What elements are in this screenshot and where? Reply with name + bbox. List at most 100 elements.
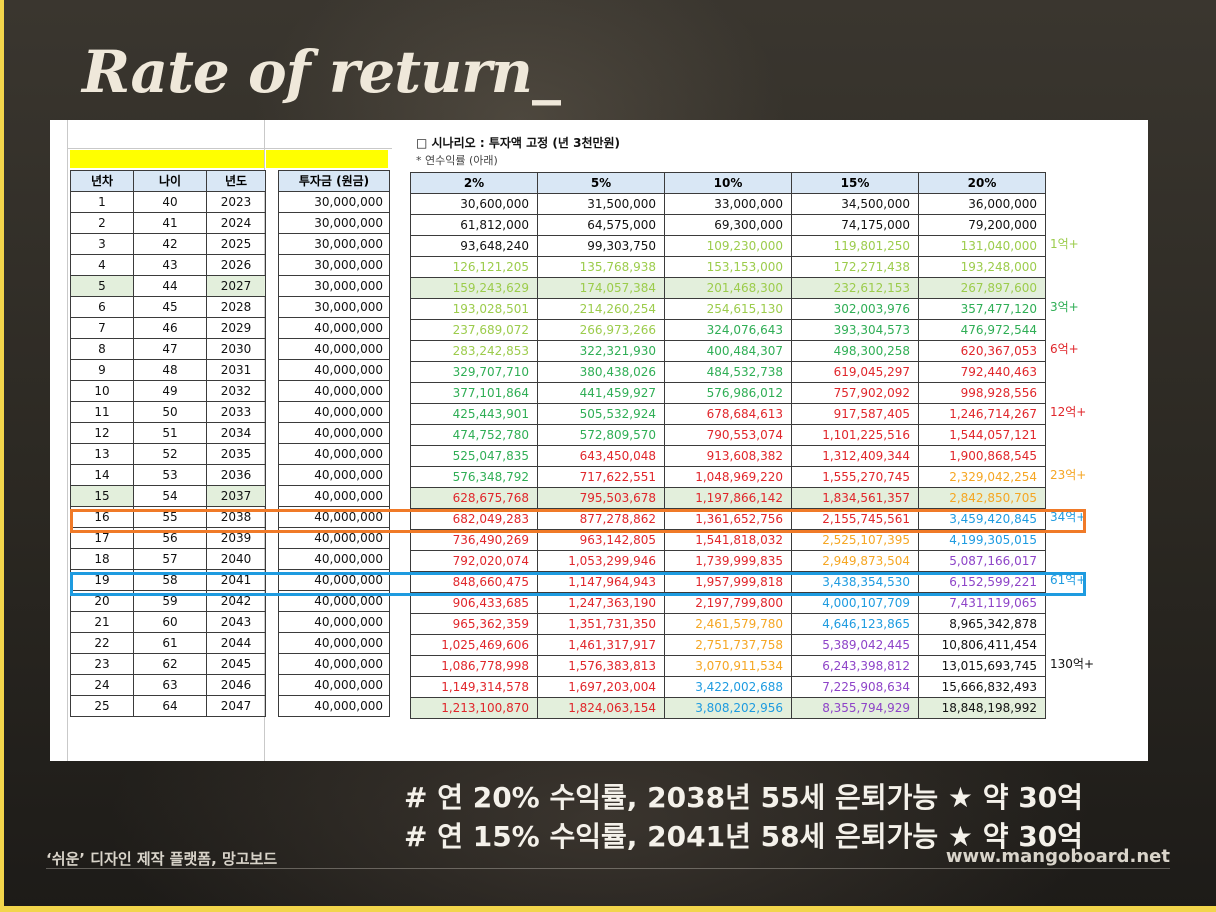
table-cell: 14 bbox=[70, 464, 134, 486]
table-cell: 21 bbox=[70, 611, 134, 633]
table-cell: 131,040,000 bbox=[918, 235, 1046, 257]
table-cell: 620,367,053 bbox=[918, 340, 1046, 362]
milestone-marker: 12억+ bbox=[1050, 405, 1087, 419]
footer-url[interactable]: www.mangoboard.net bbox=[945, 846, 1170, 867]
highlight-bar bbox=[266, 150, 388, 168]
table-row: 23 62 2045 40,000,000 bbox=[70, 653, 390, 675]
table-cell: 1,461,317,917 bbox=[537, 634, 665, 656]
table-row: 7 46 2029 40,000,000 bbox=[70, 317, 390, 339]
table-cell: 5,087,166,017 bbox=[918, 550, 1046, 572]
column-gap bbox=[265, 296, 279, 318]
table-cell: 232,612,153 bbox=[791, 277, 919, 299]
table-cell: 30,000,000 bbox=[278, 212, 390, 234]
table-cell: 64 bbox=[133, 695, 207, 717]
table-cell: 525,047,835 bbox=[410, 445, 538, 467]
table-cell: 13 bbox=[70, 443, 134, 465]
table-cell: 214,260,254 bbox=[537, 298, 665, 320]
highlight-box-2038 bbox=[70, 509, 1086, 533]
column-gap bbox=[265, 254, 279, 276]
table-row: 1 40 2023 30,000,000 bbox=[70, 191, 390, 213]
page-title: Rate of return_ bbox=[82, 38, 561, 106]
table-cell: 30,000,000 bbox=[278, 275, 390, 297]
accent-strip-left bbox=[0, 0, 4, 912]
table-row: 14 53 2036 40,000,000 bbox=[70, 464, 390, 486]
table-row: 1,086,778,998 1,576,383,813 3,070,911,534 6… bbox=[410, 655, 1046, 677]
table-cell: 61,812,000 bbox=[410, 214, 538, 236]
table-cell: 44 bbox=[133, 275, 207, 297]
table-cell: 393,304,573 bbox=[791, 319, 919, 341]
footer-divider bbox=[46, 868, 1170, 869]
table-cell: 2034 bbox=[206, 422, 266, 444]
table-row: 4 43 2026 30,000,000 bbox=[70, 254, 390, 276]
table-cell: 1,697,203,004 bbox=[537, 676, 665, 698]
table-cell: 302,003,976 bbox=[791, 298, 919, 320]
table-cell: 41 bbox=[133, 212, 207, 234]
column-gap bbox=[265, 233, 279, 255]
scenario-heading: □ 시나리오 : 투자액 고정 (년 3천만원) bbox=[416, 136, 621, 150]
table-row: 377,101,864 441,459,927 576,986,012 757,902… bbox=[410, 382, 1046, 404]
table-cell: 474,752,780 bbox=[410, 424, 538, 446]
table-cell: 1,246,714,267 bbox=[918, 403, 1046, 425]
table-cell: 33,000,000 bbox=[664, 193, 792, 215]
table-row: 792,020,074 1,053,299,946 1,739,999,835 2,9… bbox=[410, 550, 1046, 572]
table-row: 5 44 2027 30,000,000 bbox=[70, 275, 390, 297]
rate-header: 2% bbox=[410, 172, 538, 194]
table-cell: 2,461,579,780 bbox=[664, 613, 792, 635]
table-row: 159,243,629 174,057,384 201,468,300 232,612… bbox=[410, 277, 1046, 299]
table-cell: 79,200,000 bbox=[918, 214, 1046, 236]
column-gap bbox=[265, 443, 279, 465]
table-cell: 2032 bbox=[206, 380, 266, 402]
table-cell: 795,503,678 bbox=[537, 487, 665, 509]
table-cell: 8 bbox=[70, 338, 134, 360]
table-cell: 40,000,000 bbox=[278, 464, 390, 486]
table-cell: 1,213,100,870 bbox=[410, 697, 538, 719]
table-cell: 790,553,074 bbox=[664, 424, 792, 446]
table-row: 965,362,359 1,351,731,350 2,461,579,780 4,6… bbox=[410, 613, 1046, 635]
column-gap bbox=[265, 653, 279, 675]
table-cell: 2,751,737,758 bbox=[664, 634, 792, 656]
table-cell: 2035 bbox=[206, 443, 266, 465]
table-cell: 877,278,862 bbox=[537, 508, 665, 530]
table-cell: 10,806,411,454 bbox=[918, 634, 1046, 656]
table-cell: 2025 bbox=[206, 233, 266, 255]
table-cell: 64,575,000 bbox=[537, 214, 665, 236]
table-cell: 13,015,693,745 bbox=[918, 655, 1046, 677]
column-gap bbox=[265, 317, 279, 339]
table-cell: 2033 bbox=[206, 401, 266, 423]
table-cell: 7 bbox=[70, 317, 134, 339]
column-gap bbox=[265, 422, 279, 444]
column-gap bbox=[265, 359, 279, 381]
milestone-marker: 34억+ bbox=[1050, 510, 1087, 524]
table-row: 576,348,792 717,622,551 1,048,969,220 1,555… bbox=[410, 466, 1046, 488]
column-gap bbox=[265, 212, 279, 234]
column-gap bbox=[265, 485, 279, 507]
table-cell: 377,101,864 bbox=[410, 382, 538, 404]
column-gap bbox=[265, 401, 279, 423]
table-cell: 425,443,901 bbox=[410, 403, 538, 425]
table-cell: 174,057,384 bbox=[537, 277, 665, 299]
table-cell: 40,000,000 bbox=[278, 653, 390, 675]
table-cell: 40,000,000 bbox=[278, 317, 390, 339]
table-row: 525,047,835 643,450,048 913,608,382 1,312,4… bbox=[410, 445, 1046, 467]
table-cell: 576,986,012 bbox=[664, 382, 792, 404]
table-cell: 6,243,398,812 bbox=[791, 655, 919, 677]
table-cell: 2030 bbox=[206, 338, 266, 360]
table-cell: 54 bbox=[133, 485, 207, 507]
column-gap bbox=[265, 380, 279, 402]
milestone-marker: 1억+ bbox=[1050, 237, 1079, 251]
table-cell: 172,271,438 bbox=[791, 256, 919, 278]
table-row: 1,025,469,606 1,461,317,917 2,751,737,758 5… bbox=[410, 634, 1046, 656]
table-row: 2 41 2024 30,000,000 bbox=[70, 212, 390, 234]
table-cell: 193,028,501 bbox=[410, 298, 538, 320]
table-cell: 913,608,382 bbox=[664, 445, 792, 467]
header-year: 년도 bbox=[206, 170, 266, 192]
milestone-marker: 3억+ bbox=[1050, 300, 1079, 314]
table-cell: 3,422,002,688 bbox=[664, 676, 792, 698]
table-row: 425,443,901 505,532,924 678,684,613 917,587… bbox=[410, 403, 1046, 425]
table-cell: 484,532,738 bbox=[664, 361, 792, 383]
table-cell: 40,000,000 bbox=[278, 485, 390, 507]
table-cell: 42 bbox=[133, 233, 207, 255]
table-row: 24 63 2046 40,000,000 bbox=[70, 674, 390, 696]
note-20-percent: # 연 20% 수익률, 2038년 55세 은퇴가능 ★ 약 30억 bbox=[404, 781, 1083, 814]
table-row: 329,707,710 380,438,026 484,532,738 619,045… bbox=[410, 361, 1046, 383]
